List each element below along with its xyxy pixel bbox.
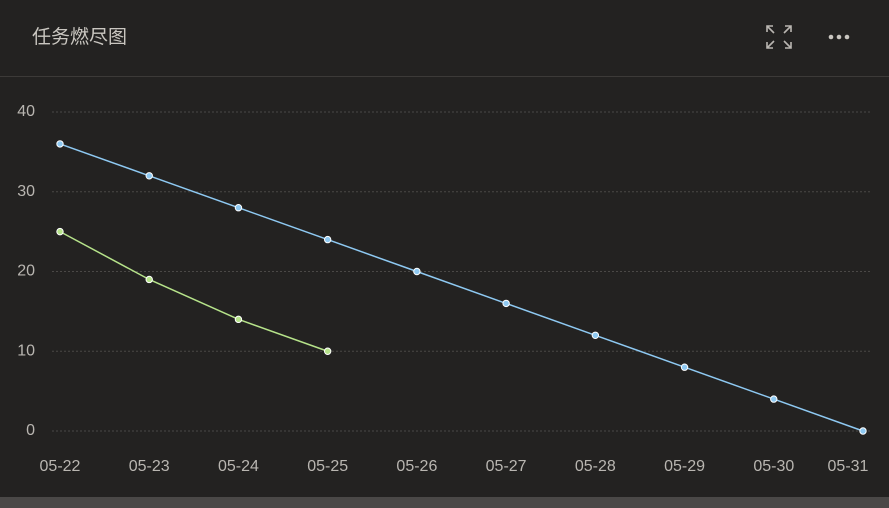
- x-tick-label: 05-29: [664, 458, 705, 475]
- data-point: [680, 363, 689, 371]
- data-point: [502, 299, 510, 308]
- x-tick-label: 05-31: [828, 458, 869, 475]
- x-tick-label: 05-22: [40, 458, 81, 475]
- data-point: [413, 267, 421, 276]
- data-point: [770, 395, 778, 403]
- data-point: [145, 172, 153, 180]
- data-point: [591, 331, 600, 339]
- series-line: [59, 143, 864, 432]
- data-point: [56, 140, 64, 148]
- scrollbar: [0, 497, 889, 508]
- data-point: [234, 315, 243, 324]
- x-tick-label: 05-24: [218, 458, 259, 475]
- series-line: [59, 230, 328, 352]
- x-tick-label: 05-27: [486, 458, 527, 475]
- data-point: [859, 427, 867, 435]
- chart: 0 10 20 30 40 05-22 05-23 05-24 05-25 05-26 05-27 0…: [17, 103, 872, 475]
- x-tick-label: 05-28: [575, 458, 616, 475]
- y-tick-label: 40: [17, 103, 35, 120]
- x-tick-label: 05-26: [396, 458, 437, 475]
- y-tick-label: 30: [17, 183, 35, 200]
- panel-title: 任务燃尽图: [32, 26, 128, 48]
- data-point: [234, 204, 243, 212]
- data-point: [323, 347, 332, 355]
- data-point: [145, 275, 153, 284]
- header-separator: [0, 76, 889, 77]
- expand-icon[interactable]: [764, 23, 794, 51]
- y-tick-label: 10: [17, 342, 35, 359]
- x-tick-label: 05-25: [307, 458, 348, 475]
- data-point: [56, 227, 64, 236]
- y-tick-label: 20: [17, 263, 35, 280]
- y-tick-label: 0: [26, 422, 35, 439]
- x-tick-label: 05-30: [753, 458, 794, 475]
- x-tick-label: 05-23: [129, 458, 170, 475]
- more-icon[interactable]: [826, 30, 852, 44]
- data-point: [323, 235, 332, 244]
